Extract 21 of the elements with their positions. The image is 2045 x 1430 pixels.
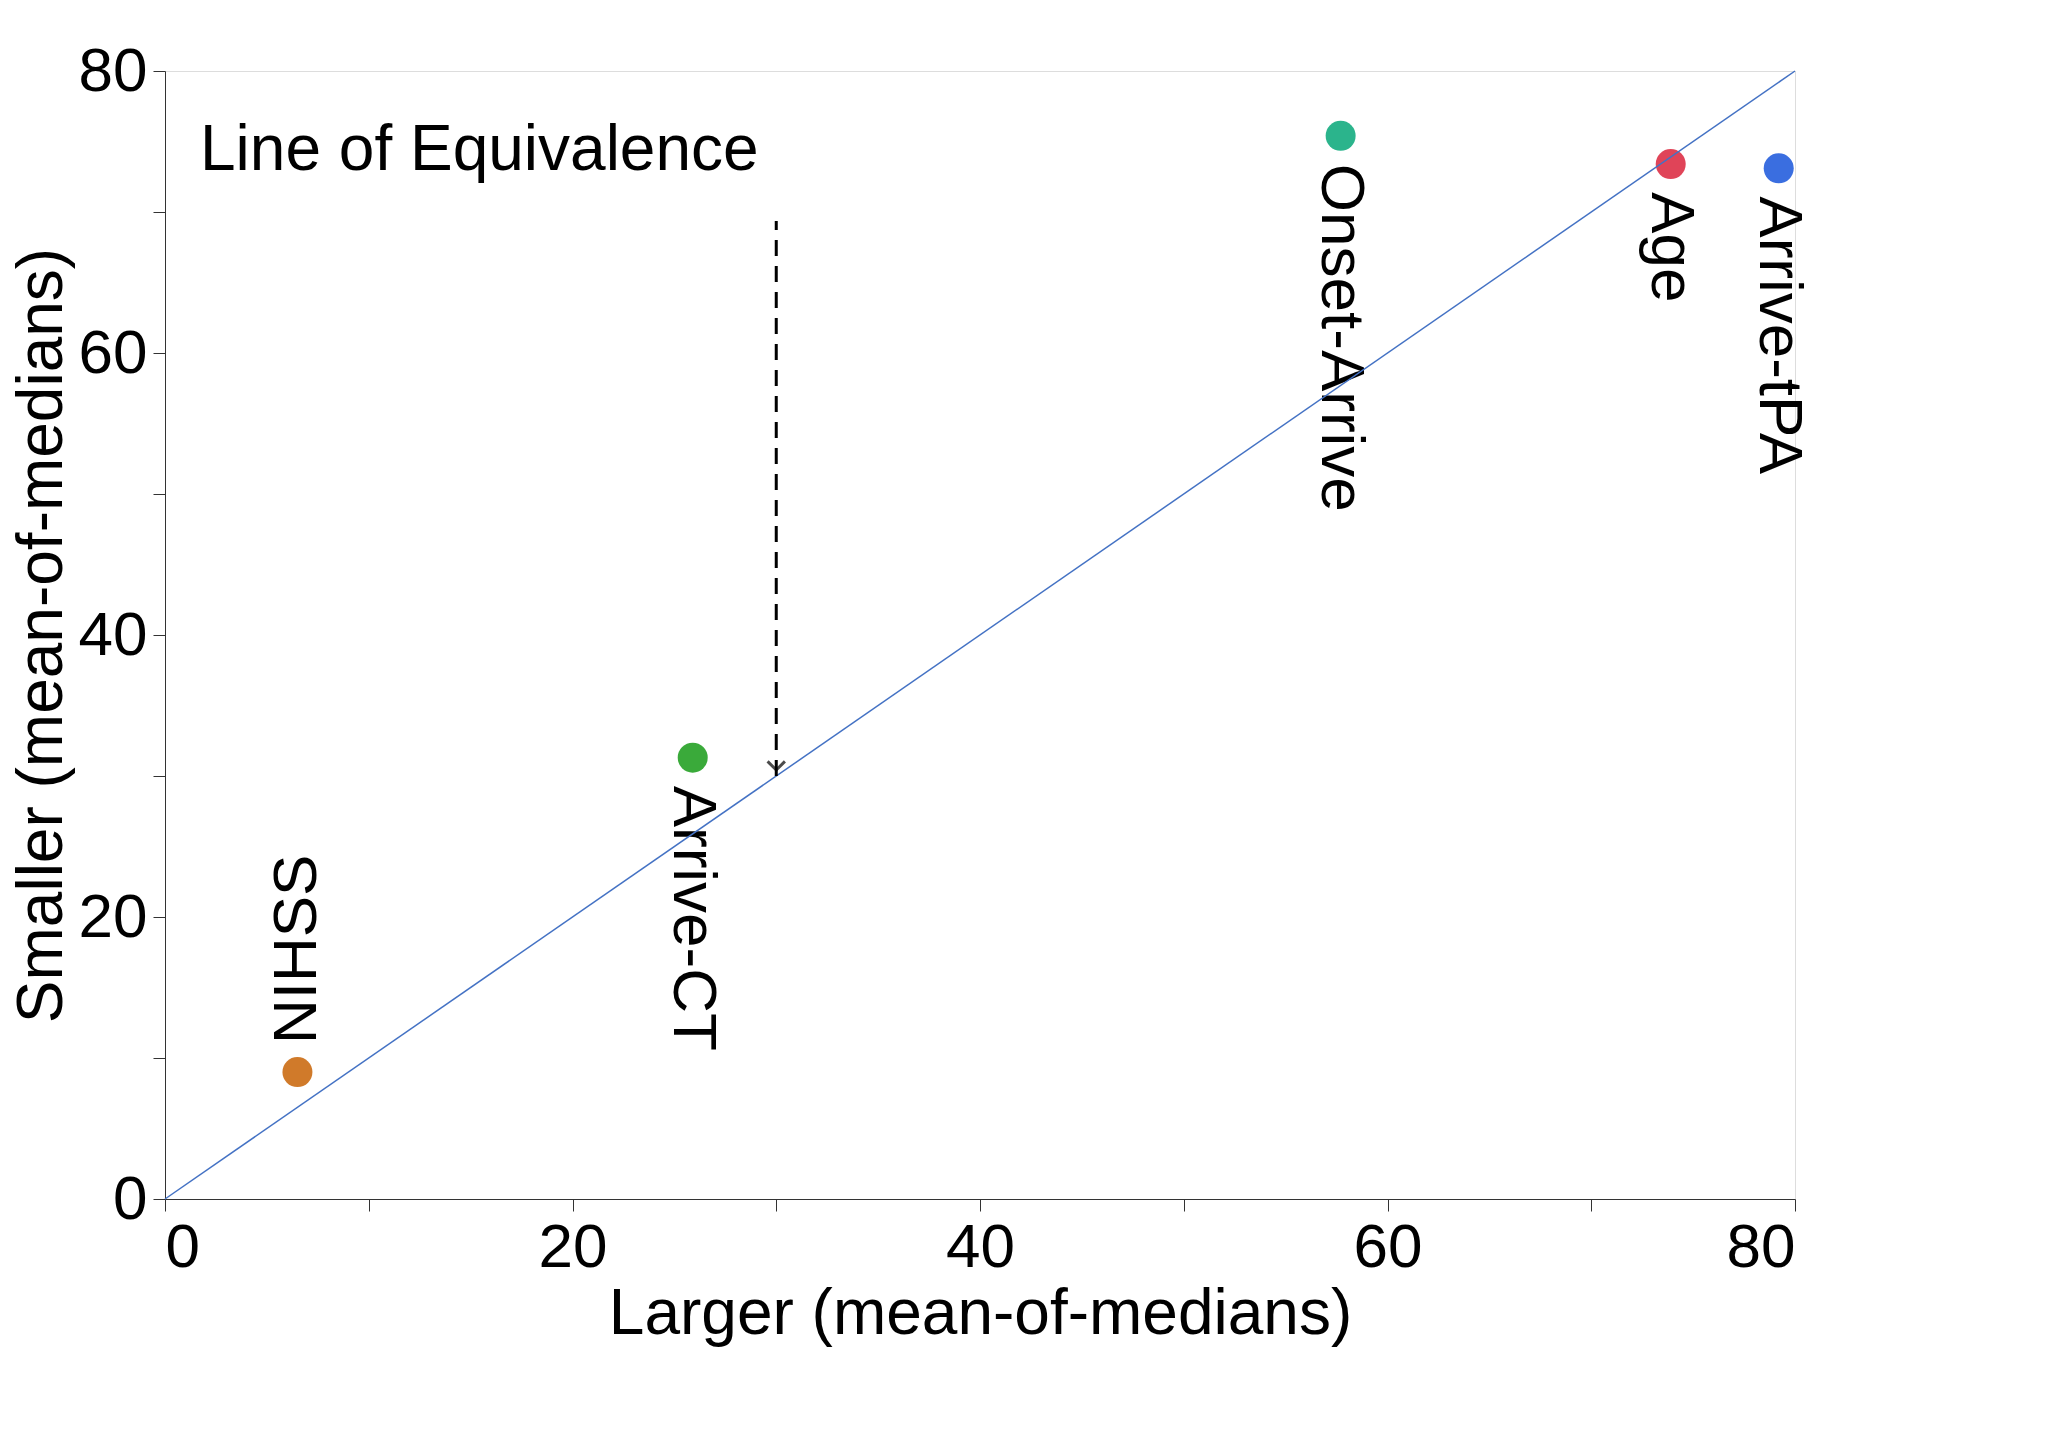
x-tick-label: 80 — [1726, 1210, 1796, 1280]
point — [1325, 120, 1356, 151]
text: Onset-Arrive — [1308, 163, 1378, 512]
annotation: Line of Equivalence — [200, 112, 759, 184]
x-tick-label: 60 — [1353, 1210, 1423, 1280]
text: NIHSS — [260, 854, 330, 1045]
y-tick-label: 60 — [78, 316, 148, 386]
y-tick-label: 40 — [78, 598, 148, 668]
x-tick-label: 0 — [165, 1210, 200, 1280]
y-tick-label: 20 — [78, 880, 148, 950]
y-tick-label: 80 — [78, 34, 148, 104]
y-tick-label: 0 — [113, 1162, 148, 1232]
x-tick-label: 20 — [538, 1210, 608, 1280]
text: Age — [1638, 192, 1708, 303]
text: Arrive-CT — [660, 785, 730, 1051]
point — [1763, 153, 1794, 184]
text: Arrive-tPA — [1746, 196, 1816, 475]
point — [282, 1057, 313, 1088]
point — [1655, 149, 1686, 180]
point — [677, 742, 708, 773]
y-axis-title: Smaller (mean-of-medians) — [3, 247, 76, 1024]
